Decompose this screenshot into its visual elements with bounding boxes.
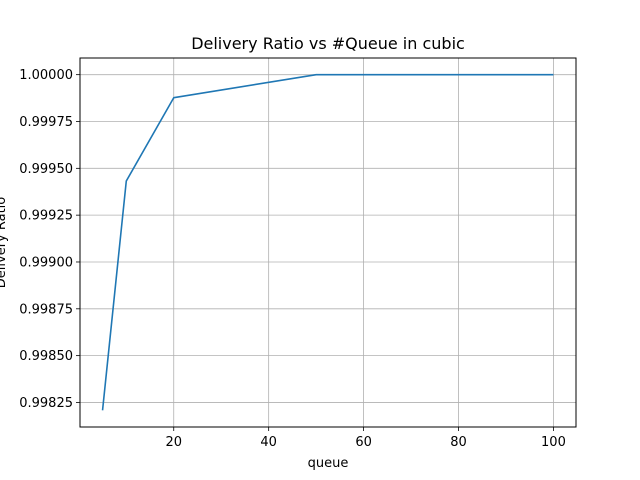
x-tick-label: 100 bbox=[541, 435, 566, 450]
y-tick-label: 1.00000 bbox=[19, 68, 73, 83]
y-tick-label: 0.99850 bbox=[19, 349, 73, 364]
y-tick-label: 0.99825 bbox=[19, 396, 73, 411]
y-axis-title: Delivery Ratio bbox=[0, 197, 9, 289]
x-axis-title: queue bbox=[308, 456, 349, 471]
plot-frame bbox=[79, 57, 577, 428]
series-line bbox=[101, 73, 554, 411]
ticks: 20 40 60 80 100 0.99825 0.99850 0.99875 0.99900 0… bbox=[19, 68, 566, 450]
y-tick-label: 0.99950 bbox=[19, 162, 73, 177]
y-tick-label: 0.99875 bbox=[19, 302, 73, 317]
x-tick-label: 20 bbox=[165, 435, 182, 450]
series-layer bbox=[101, 73, 554, 411]
y-tick-label: 0.99975 bbox=[19, 115, 73, 130]
x-tick-label: 60 bbox=[355, 435, 372, 450]
x-tick-label: 40 bbox=[260, 435, 277, 450]
x-tick-label: 80 bbox=[450, 435, 467, 450]
y-tick-label: 0.99900 bbox=[19, 255, 73, 270]
y-tick-label: 0.99925 bbox=[19, 209, 73, 224]
chart-title: Delivery Ratio vs #Queue in cubic bbox=[191, 34, 465, 53]
grid-lines bbox=[80, 58, 576, 427]
